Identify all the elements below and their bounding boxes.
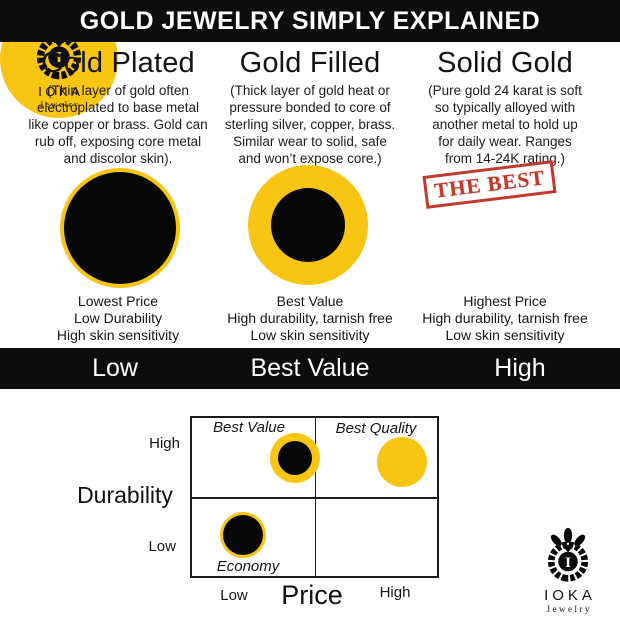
stat-line: Best Value <box>276 293 344 309</box>
svg-text:I: I <box>565 555 571 571</box>
chart-point-core <box>223 515 263 555</box>
stat-line: Low skin sensitivity <box>250 327 370 344</box>
gold-plated-description: (Thin layer of gold often electroplated … <box>28 83 208 166</box>
chart-point-solid-gold <box>377 437 427 487</box>
quadrant-chart-frame <box>190 416 439 578</box>
column-gold-plated: Gold Plated (Thin layer of gold often el… <box>10 47 226 167</box>
brand-name: IOKA <box>38 84 84 99</box>
value-scale-bar: Low Best Value High <box>0 348 620 389</box>
gold-filled-description: (Thick layer of gold heat or pressure bo… <box>224 83 396 166</box>
ioka-footer-logo: I IOKA Jewelry <box>528 527 608 614</box>
gold-plated-stats: Lowest Price Low Durability High skin se… <box>10 293 226 344</box>
scale-best-value-label: Best Value <box>250 354 370 382</box>
gold-plated-title: Gold Plated <box>41 47 195 79</box>
ioka-emblem-icon: I <box>547 527 589 582</box>
svg-text:I: I <box>56 48 62 67</box>
stat-line: Low skin sensitivity <box>445 327 565 344</box>
the-best-stamp: THE BEST <box>422 160 557 209</box>
x-axis-label-price: Price <box>281 580 343 610</box>
column-solid-gold: Solid Gold (Pure gold 24 karat is soft s… <box>397 47 613 167</box>
metal-core <box>271 188 345 262</box>
stat-line: High durability, tarnish free <box>422 310 588 327</box>
solid-gold-stats: Highest Price High durability, tarnish f… <box>397 293 613 344</box>
x-axis-tick-low: Low <box>220 587 248 604</box>
quadrant-label-best-quality: Best Quality <box>335 420 417 437</box>
brand-name: IOKA <box>544 587 596 604</box>
x-axis-tick-high: High <box>379 584 411 601</box>
quadrant-label-best-value: Best Value <box>213 419 285 436</box>
chart-horizontal-divider <box>192 497 437 499</box>
page-title: GOLD JEWELRY SIMPLY EXPLAINED <box>79 6 541 35</box>
y-axis-tick-high: High <box>149 435 180 452</box>
y-axis-label-durability: Durability <box>77 482 173 508</box>
chart-point-gold-plated <box>220 512 266 558</box>
scale-high-label: High <box>494 354 546 382</box>
stat-line: High skin sensitivity <box>56 327 180 344</box>
gold-filled-stats: Best Value High durability, tarnish free… <box>202 293 418 344</box>
chart-point-core <box>278 441 312 475</box>
scale-low-label: Low <box>92 354 138 382</box>
stat-line: Lowest Price <box>77 293 159 309</box>
stat-line: Highest Price <box>463 293 547 309</box>
base-metal-core <box>64 172 176 284</box>
stat-line: Low Durability <box>74 310 162 327</box>
brand-tagline: Jewelry <box>546 604 592 614</box>
column-gold-filled: Gold Filled (Thick layer of gold heat or… <box>202 47 418 167</box>
chart-point-gold-filled <box>270 433 320 483</box>
gold-filled-title: Gold Filled <box>239 47 381 79</box>
quadrant-label-economy: Economy <box>216 558 280 575</box>
solid-gold-description: (Pure gold 24 karat is soft so typically… <box>428 83 582 166</box>
stat-line: High durability, tarnish free <box>227 310 393 327</box>
y-axis-tick-low: Low <box>148 538 176 555</box>
solid-gold-title: Solid Gold <box>437 47 573 79</box>
brand-tagline: Jewelry <box>39 99 81 109</box>
header-bar: GOLD JEWELRY SIMPLY EXPLAINED <box>0 0 620 42</box>
gold-filled-sample-circle <box>248 165 368 285</box>
gold-plated-sample-circle <box>60 168 180 288</box>
